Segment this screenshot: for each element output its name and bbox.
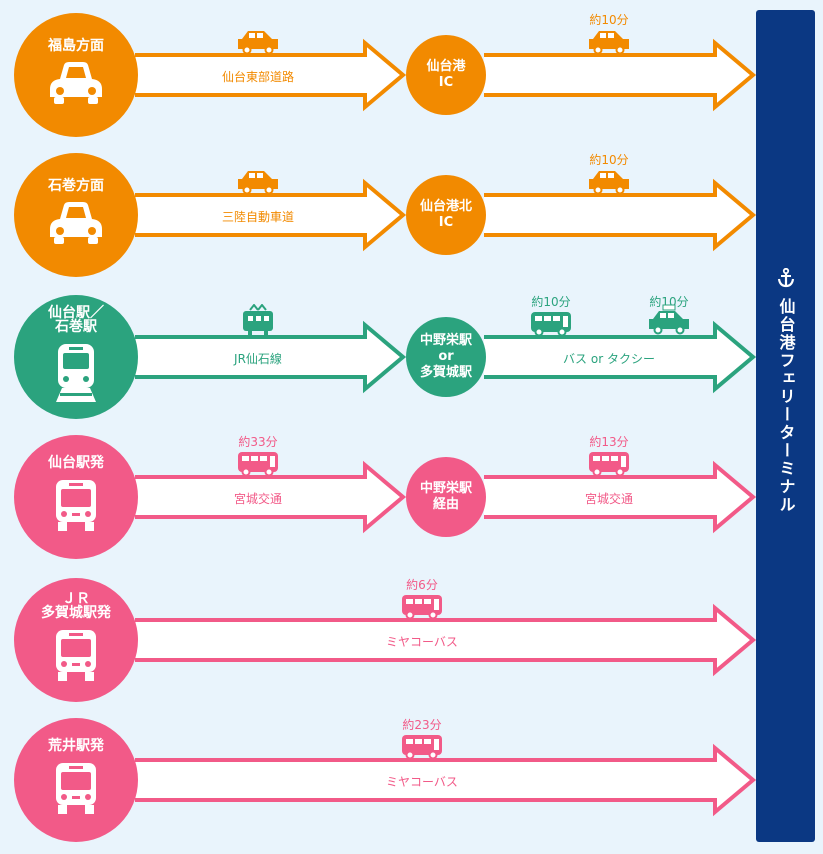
- travel-time: 約10分: [531, 295, 571, 309]
- bus-icon: [53, 478, 99, 536]
- route-arrows: [135, 603, 757, 677]
- bus-icon: [587, 451, 631, 481]
- via-label: 中野栄駅: [419, 333, 472, 348]
- bus-icon: [53, 628, 99, 686]
- segment-label: バス or タクシー: [563, 352, 655, 366]
- bus-icon: [236, 451, 280, 481]
- route-arrows: [135, 178, 757, 252]
- travel-time: 約6分: [406, 578, 438, 592]
- origin-circle: 石巻方面: [14, 153, 138, 277]
- car-icon: [587, 29, 631, 59]
- origin-circle: ＪＲ 多賀城駅発: [14, 578, 138, 702]
- segment-label: ミヤコーバス: [386, 775, 458, 789]
- origin-label: 仙台駅／: [48, 305, 104, 321]
- route-row: 仙台駅発 中野栄駅 経由 宮城交通 約33分 宮城交通 約13分: [0, 427, 823, 567]
- origin-circle: 仙台駅／ 石巻駅: [14, 295, 138, 419]
- segment-label: 宮城交通: [584, 492, 634, 506]
- segment-label: JR仙石線: [234, 352, 282, 366]
- origin-circle: 仙台駅発: [14, 435, 138, 559]
- bus-icon: [400, 734, 444, 764]
- segment-label: 仙台東部道路: [221, 70, 295, 84]
- terminal-name: 仙台港フェリーターミナル: [776, 298, 796, 514]
- taxi-icon: [647, 304, 691, 340]
- origin-label: 荒井駅発: [48, 738, 104, 754]
- route-row: ＪＲ 多賀城駅発 ミヤコーバス 約6分: [0, 570, 823, 710]
- travel-time: 約13分: [589, 435, 629, 449]
- via-label: IC: [438, 215, 454, 230]
- route-row: 荒井駅発ミヤコーバス 約23分: [0, 710, 823, 850]
- origin-label: ＪＲ: [62, 591, 90, 607]
- via-circle: 中野栄駅 経由: [406, 457, 486, 537]
- travel-time: 約23分: [402, 718, 442, 732]
- origin-label: 仙台駅発: [48, 455, 104, 471]
- car-icon: [48, 61, 104, 109]
- via-label: 経由: [432, 497, 459, 512]
- route-arrows: [135, 320, 757, 394]
- via-label: IC: [438, 75, 454, 90]
- train-icon: [52, 342, 100, 406]
- anchor-icon: [777, 267, 795, 292]
- via-label: 仙台港北: [419, 199, 472, 214]
- origin-label: 多賀城駅発: [41, 605, 111, 621]
- bus-icon: [53, 761, 99, 819]
- car-icon: [587, 169, 631, 199]
- segment-label: 宮城交通: [233, 492, 283, 506]
- via-label: 仙台港: [426, 59, 466, 74]
- origin-circle: 福島方面: [14, 13, 138, 137]
- via-circle: 仙台港北 IC: [406, 175, 486, 255]
- route-row: 石巻方面 仙台港北 IC 三陸自動車道 約10分: [0, 145, 823, 285]
- car-icon: [236, 169, 280, 199]
- segment-label: 三陸自動車道: [221, 210, 295, 224]
- route-row: 福島方面 仙台港 IC 仙台東部道路 約10分: [0, 5, 823, 145]
- route-row: 仙台駅／ 石巻駅 中野栄駅 or 多賀城駅 JR仙石線 バス or タクシー 約10分 約10分: [0, 287, 823, 427]
- travel-time: 約10分: [589, 153, 629, 167]
- travel-time: 約33分: [238, 435, 278, 449]
- train-icon: [236, 303, 280, 340]
- travel-time: 約10分: [649, 295, 689, 309]
- route-arrows: [135, 743, 757, 817]
- origin-label: 福島方面: [48, 38, 104, 54]
- route-arrows: [135, 38, 757, 112]
- via-circle: 中野栄駅 or 多賀城駅: [406, 317, 486, 397]
- origin-label: 石巻駅: [55, 319, 97, 335]
- route-arrows: [135, 460, 757, 534]
- via-label: or: [438, 349, 454, 364]
- via-circle: 仙台港 IC: [406, 35, 486, 115]
- bus-icon: [400, 594, 444, 624]
- via-label: 中野栄駅: [419, 481, 472, 496]
- travel-time: 約10分: [589, 13, 629, 27]
- segment-label: ミヤコーバス: [386, 635, 458, 649]
- via-label: 多賀城駅: [419, 365, 472, 380]
- origin-circle: 荒井駅発: [14, 718, 138, 842]
- bus-icon: [529, 311, 573, 341]
- car-icon: [48, 201, 104, 249]
- car-icon: [236, 29, 280, 59]
- origin-label: 石巻方面: [48, 178, 104, 194]
- ferry-terminal-bar: 仙台港フェリーターミナル: [756, 10, 815, 842]
